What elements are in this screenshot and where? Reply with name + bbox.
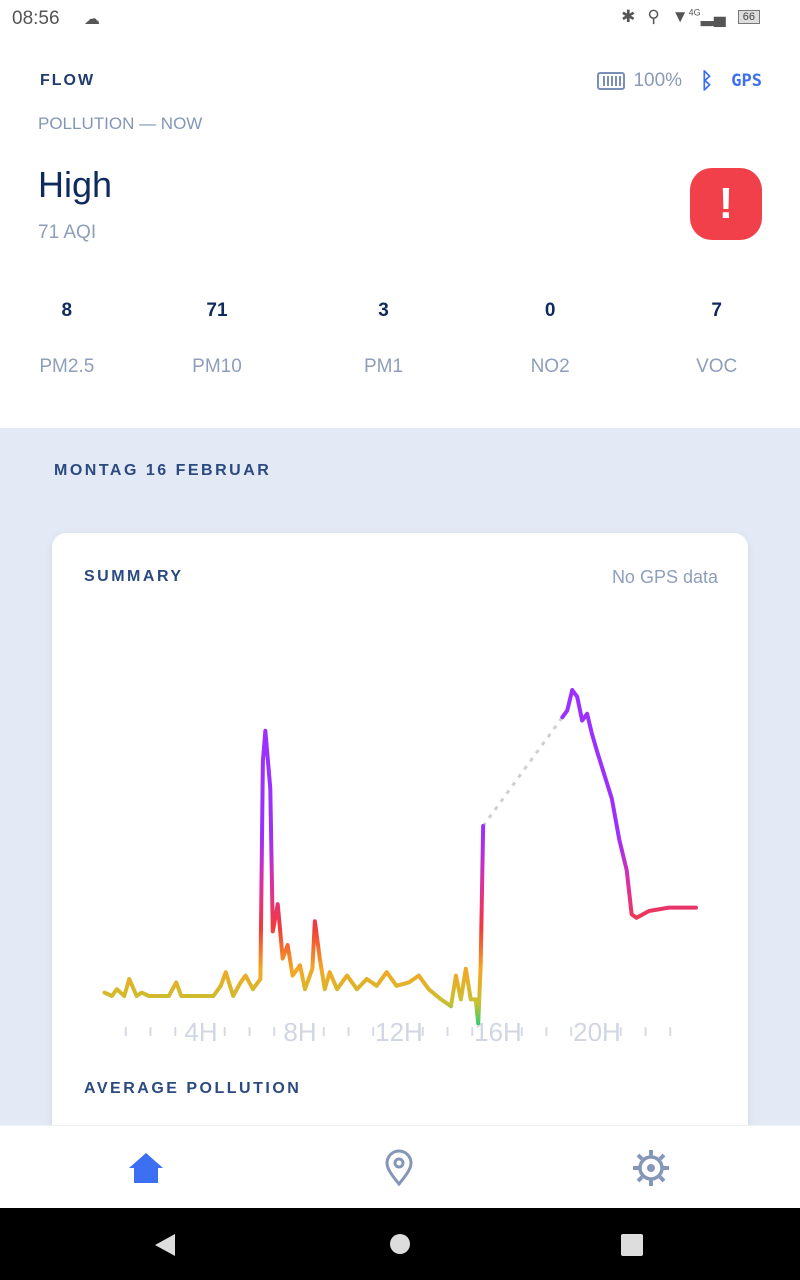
metric-no2[interactable]: 0 NO2 (467, 300, 634, 378)
device-status: 100% ᛒ GPS (597, 68, 762, 94)
metric-value: 7 (711, 300, 722, 321)
wifi-signal-icon: ▼4G▂▄ (671, 7, 726, 26)
summary-card[interactable]: SUMMARY No GPS data 4H 8H 12H 16H 20H AVERAG… (52, 533, 748, 1173)
x-tick-label: 12H (375, 1017, 423, 1047)
metric-label: NO2 (530, 356, 570, 377)
metric-label: PM1 (364, 356, 404, 377)
metric-value: 8 (61, 300, 73, 321)
metric-pm10[interactable]: 71 PM10 (134, 300, 301, 378)
bluetooth-icon[interactable]: ᛒ (700, 68, 714, 93)
aqi-value: 71 AQI (38, 222, 97, 243)
metric-pm25[interactable]: 8 PM2.5 (0, 300, 134, 378)
metric-value: 71 (206, 300, 228, 321)
pollution-line-segment-1 (102, 728, 486, 1026)
status-bar: 08:56 ☁ ✱ ⚲ ▼4G▂▄ 66 (0, 0, 800, 36)
status-time: 08:56 (12, 8, 60, 29)
settings-icon[interactable] (631, 1148, 671, 1188)
x-tick-label: 8H (283, 1017, 316, 1047)
device-battery-icon (597, 72, 626, 90)
home-icon[interactable] (126, 1148, 166, 1188)
device-battery-level: 100% (633, 70, 683, 91)
daily-section: MONTAG 16 FEBRUAR SUMMARY No GPS data 4H… (0, 428, 800, 1173)
pollution-chart[interactable]: 4H 8H 12H 16H 20H (52, 533, 748, 1073)
home-system-button[interactable] (389, 1233, 411, 1260)
bottom-nav (0, 1125, 800, 1208)
gps-status: No GPS data (611, 567, 718, 587)
average-pollution-title: AVERAGE POLLUTION (84, 1080, 302, 1097)
pollution-now-label: POLLUTION — NOW (38, 114, 203, 133)
cloud-icon: ☁ (84, 11, 100, 28)
location-icon[interactable] (379, 1148, 419, 1188)
back-button[interactable] (153, 1233, 177, 1262)
summary-title: SUMMARY (84, 568, 184, 585)
metric-voc[interactable]: 7 VOC (633, 300, 800, 378)
bluetooth-status-icon: ✱ (621, 7, 636, 26)
app-brand: FLOW (40, 72, 96, 89)
metrics-row: 8 PM2.5 71 PM10 3 PM1 0 NO2 7 VOC (0, 300, 800, 378)
current-pollution-panel: FLOW 100% ᛒ GPS POLLUTION — NOW High 71 … (0, 36, 800, 428)
x-tick-label: 20H (573, 1017, 621, 1047)
metric-value: 3 (378, 300, 389, 321)
x-tick-label: 16H (474, 1017, 522, 1047)
system-nav-bar (0, 1208, 800, 1280)
network-type: 4G (688, 7, 701, 18)
phone-battery-icon: 66 (737, 10, 760, 24)
alert-icon[interactable]: ! (690, 168, 762, 240)
metric-label: PM2.5 (39, 356, 95, 377)
pollution-level: High (38, 164, 113, 205)
metric-value: 0 (544, 300, 556, 321)
recents-button[interactable] (621, 1234, 643, 1261)
gps-indicator[interactable]: GPS (731, 71, 762, 91)
location-status-icon: ⚲ (647, 7, 660, 26)
metric-pm1[interactable]: 3 PM1 (300, 300, 467, 378)
day-date: MONTAG 16 FEBRUAR (54, 462, 272, 479)
x-tick-label: 4H (184, 1017, 217, 1047)
pollution-line-segment-2 (560, 688, 698, 920)
metric-label: PM10 (192, 356, 242, 377)
data-gap-line (481, 716, 564, 827)
metric-label: VOC (696, 356, 738, 377)
